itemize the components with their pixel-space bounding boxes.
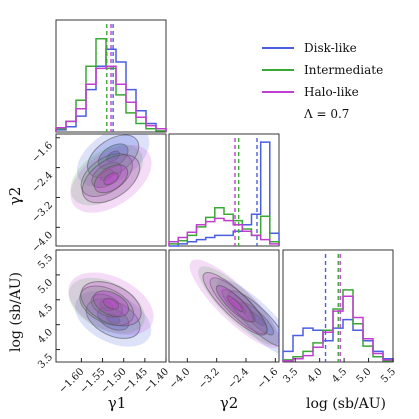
xtick-gamma2-2: −2.4	[226, 366, 251, 391]
density-gamma2-log_sb-halo-like-level3	[226, 295, 244, 313]
legend-label-0: Disk-like	[304, 41, 357, 55]
x-label-gamma2: γ2	[220, 394, 239, 412]
xtick-log_sb-1: 4.0	[306, 366, 325, 385]
density-gamma1-log_sb-halo-like-level2	[92, 290, 130, 318]
panel-gamma1-vs-gamma2	[55, 133, 167, 247]
ytick-log_sb-2: 4.5	[36, 302, 55, 321]
x-label-gamma1: γ1	[108, 394, 127, 412]
xtick-log_sb-2: 4.5	[330, 366, 349, 385]
xtick-gamma2-1: −3.2	[197, 366, 222, 391]
xtick-gamma2-0: −4.0	[167, 366, 192, 391]
hist-gamma1-disk-like	[55, 48, 167, 132]
ytick-gamma2-3: −1.6	[30, 140, 55, 165]
hist-log_sb-disk-like	[282, 318, 394, 362]
density-gamma1-log_sb-disk-like-level0	[75, 290, 152, 347]
density-gamma2-log_sb-disk-like-level2	[239, 301, 275, 336]
ytick-gamma2-1: −3.2	[30, 200, 55, 225]
ytick-gamma2-0: −4.0	[30, 230, 55, 255]
density-gamma1-log_sb-halo-like-level0	[68, 272, 154, 336]
density-gamma1-gamma2-halo-like-level3	[103, 172, 119, 186]
density-gamma1-gamma2-halo-like-level0	[70, 144, 152, 213]
y-label-log-sb: log (sb/AU)	[8, 272, 24, 352]
x-label-log-sb: log (sb/AU)	[306, 396, 386, 412]
density-gamma2-log_sb-intermediate-level3	[231, 298, 247, 314]
xtick-gamma2-3: −1.6	[255, 366, 280, 391]
xtick-log_sb-0: 3.5	[281, 366, 300, 385]
density-gamma1-gamma2-halo-like-level2	[93, 164, 129, 194]
hist-log_sb-halo-like	[282, 295, 394, 362]
ytick-log_sb-0: 3.5	[36, 352, 55, 371]
density-gamma2-log_sb-halo-like-level1	[202, 272, 268, 336]
panel-gamma1-vs-log_sb	[55, 249, 167, 363]
density-gamma1-log_sb-halo-like-level3	[102, 297, 120, 310]
xtick-log_sb-4: 5.5	[379, 366, 398, 385]
ytick-log_sb-1: 4.0	[36, 327, 55, 346]
density-gamma2-log_sb-halo-like-level0	[189, 259, 279, 349]
density-gamma1-gamma2-intermediate-level3	[99, 169, 114, 181]
legend-label-2: Halo-like	[304, 85, 359, 99]
density-gamma2-log_sb-halo-like-level2	[215, 285, 255, 323]
xtick-log_sb-3: 5.0	[355, 366, 374, 385]
hist-gamma2-intermediate	[168, 207, 280, 246]
density-gamma2-log_sb-disk-like-level0	[216, 279, 279, 359]
hist-gamma2-halo-like	[168, 217, 280, 246]
density-gamma1-gamma2-intermediate-level0	[70, 144, 143, 206]
panel-hist-gamma2	[168, 133, 280, 247]
legend-note: Λ = 0.7	[303, 107, 349, 121]
y-label-gamma2: γ2	[6, 187, 24, 206]
hist-gamma2-disk-like	[169, 141, 280, 247]
hist-log_sb-intermediate	[282, 289, 394, 362]
density-gamma2-log_sb-disk-like-level1	[227, 290, 279, 348]
legend: Disk-like Intermediate Halo-like Λ = 0.7	[262, 41, 383, 121]
ytick-gamma2-2: −2.4	[30, 170, 55, 195]
legend-label-1: Intermediate	[304, 63, 383, 77]
ytick-log_sb-4: 5.5	[36, 252, 55, 271]
panel-gamma2-vs-log_sb	[168, 249, 280, 363]
ytick-log_sb-3: 5.0	[36, 277, 55, 296]
density-gamma1-log_sb-intermediate-level0	[68, 277, 145, 334]
